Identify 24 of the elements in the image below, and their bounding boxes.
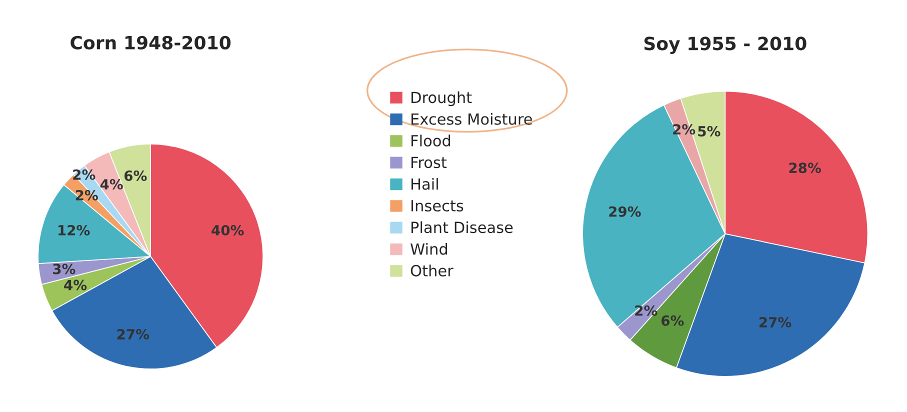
legend-label: Other <box>410 264 454 276</box>
legend-label: Wind <box>410 242 448 255</box>
data-label: 5% <box>698 126 720 136</box>
data-label: 6% <box>124 170 147 181</box>
data-label: 4% <box>100 179 123 190</box>
legend-label: Plant Disease <box>412 221 513 234</box>
legend-label: Flood <box>412 134 450 147</box>
data-label: 27% <box>760 317 792 328</box>
data-label: 29% <box>609 206 641 217</box>
legend-label: Drought <box>412 91 472 106</box>
data-label: 40% <box>212 224 244 236</box>
legend-label: Hail <box>412 178 438 190</box>
legend-label: Excess Moisture <box>412 113 532 125</box>
data-label: 28% <box>789 162 821 174</box>
data-label: 3% <box>53 264 76 274</box>
chart-title: Soy 1955 - 2010 <box>644 36 806 54</box>
data-label: 4% <box>64 280 87 290</box>
legend-label: Insects <box>412 200 464 212</box>
data-label: 12% <box>58 224 90 236</box>
data-label: 27% <box>117 329 150 340</box>
data-label: 6% <box>661 315 684 326</box>
legend-label: Frost <box>412 156 447 168</box>
chart-title: Corn 1948-2010 <box>70 36 231 50</box>
data-label: 2% <box>73 169 96 180</box>
